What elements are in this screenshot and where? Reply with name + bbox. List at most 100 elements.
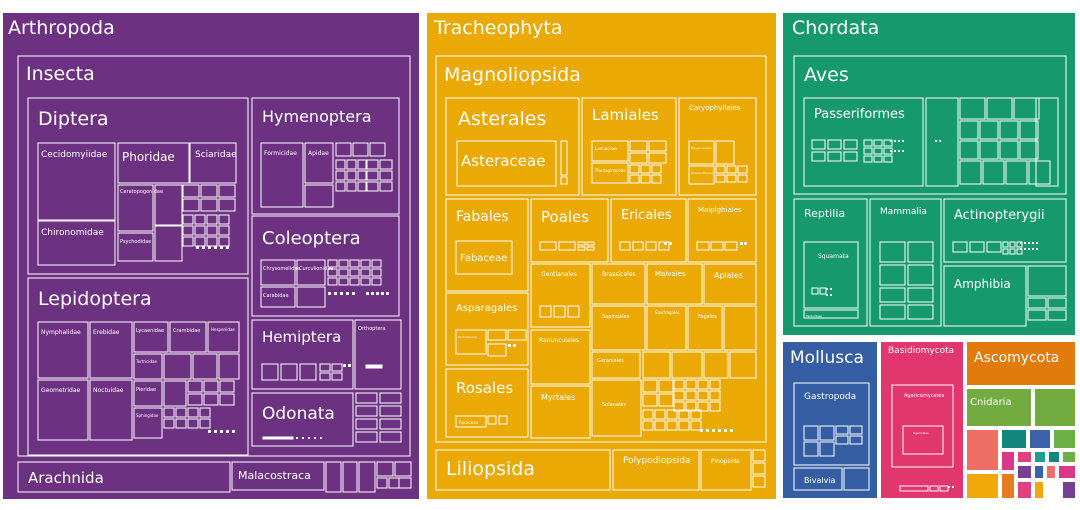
small-tile[interactable] bbox=[873, 139, 883, 147]
small-tile[interactable] bbox=[899, 485, 929, 492]
small-tile[interactable] bbox=[163, 418, 175, 429]
small-tile[interactable] bbox=[379, 418, 402, 430]
small-tile[interactable] bbox=[986, 97, 1013, 120]
small-tile[interactable] bbox=[811, 139, 826, 150]
small-tile[interactable] bbox=[1000, 450, 1016, 472]
small-tile[interactable] bbox=[327, 277, 338, 286]
small-tile[interactable] bbox=[965, 428, 1000, 472]
small-tile[interactable] bbox=[218, 236, 230, 247]
small-tile[interactable] bbox=[709, 390, 721, 401]
tiny-tile[interactable] bbox=[898, 150, 900, 152]
hesperiidae-tile[interactable] bbox=[207, 321, 240, 353]
tiny-tile[interactable] bbox=[718, 429, 721, 432]
insecta-tile[interactable] bbox=[17, 55, 411, 457]
small-tile[interactable] bbox=[986, 241, 1002, 253]
small-tile[interactable] bbox=[658, 393, 674, 407]
saxifragales-tile[interactable] bbox=[646, 305, 687, 351]
small-tile[interactable] bbox=[969, 241, 985, 253]
small-tile[interactable] bbox=[632, 241, 644, 251]
small-tile[interactable] bbox=[873, 155, 883, 163]
asterales-tile[interactable] bbox=[445, 97, 580, 196]
small-tile[interactable] bbox=[338, 268, 349, 277]
small-tile[interactable] bbox=[558, 241, 576, 251]
small-tile[interactable] bbox=[1045, 464, 1057, 480]
small-tile[interactable] bbox=[715, 140, 735, 165]
ericales-tile[interactable] bbox=[610, 198, 687, 263]
tiny-tile[interactable] bbox=[296, 437, 298, 439]
aves-tile[interactable] bbox=[793, 55, 1067, 195]
small-tile[interactable] bbox=[697, 390, 709, 401]
tiny-tile[interactable] bbox=[262, 436, 294, 440]
small-tile[interactable] bbox=[883, 139, 893, 147]
small-tile[interactable] bbox=[959, 140, 979, 160]
small-tile[interactable] bbox=[1009, 248, 1016, 255]
tiny-tile[interactable] bbox=[744, 242, 747, 245]
small-tile[interactable] bbox=[1047, 309, 1067, 321]
small-tile[interactable] bbox=[335, 170, 346, 181]
small-tile[interactable] bbox=[666, 409, 678, 420]
small-tile[interactable] bbox=[539, 305, 552, 318]
small-tile[interactable] bbox=[371, 259, 382, 268]
hemiptera-tile[interactable] bbox=[251, 319, 354, 390]
small-tile[interactable] bbox=[879, 304, 906, 320]
small-tile[interactable] bbox=[959, 120, 979, 140]
small-tile[interactable] bbox=[629, 152, 648, 164]
small-tile[interactable] bbox=[925, 97, 959, 187]
gentianales-tile[interactable] bbox=[530, 263, 591, 328]
small-tile[interactable] bbox=[182, 225, 194, 236]
small-tile[interactable] bbox=[673, 379, 685, 390]
small-tile[interactable] bbox=[1013, 97, 1040, 120]
tiny-tile[interactable] bbox=[328, 292, 331, 295]
tiny-tile[interactable] bbox=[740, 242, 743, 245]
small-tile[interactable] bbox=[1027, 265, 1067, 297]
squamata-tile[interactable] bbox=[803, 241, 859, 309]
small-tile[interactable] bbox=[724, 241, 738, 251]
lepidoptera-tile[interactable] bbox=[27, 277, 249, 456]
fagales-tile[interactable] bbox=[687, 305, 723, 351]
small-tile[interactable] bbox=[709, 401, 721, 412]
small-tile[interactable] bbox=[1047, 297, 1067, 309]
small-tile[interactable] bbox=[729, 351, 757, 379]
tiny-tile[interactable] bbox=[948, 486, 950, 488]
small-tile[interactable] bbox=[654, 409, 666, 420]
small-tile[interactable] bbox=[673, 390, 685, 401]
rosales-tile[interactable] bbox=[445, 368, 529, 438]
liliopsida-tile[interactable] bbox=[435, 449, 611, 491]
small-tile[interactable] bbox=[879, 287, 906, 303]
small-tile[interactable] bbox=[355, 431, 378, 443]
small-tile[interactable] bbox=[319, 372, 331, 381]
amphibia-tile[interactable] bbox=[943, 265, 1027, 327]
small-tile[interactable] bbox=[487, 329, 507, 341]
small-tile[interactable] bbox=[1002, 241, 1009, 248]
small-tile[interactable] bbox=[327, 268, 338, 277]
nymphalidae-tile[interactable] bbox=[37, 321, 89, 379]
cnidaria-tile[interactable] bbox=[965, 387, 1033, 428]
tiny-tile[interactable] bbox=[826, 288, 828, 290]
small-tile[interactable] bbox=[651, 164, 662, 174]
small-tile[interactable] bbox=[642, 351, 671, 379]
small-tile[interactable] bbox=[1033, 450, 1047, 464]
small-tile[interactable] bbox=[710, 241, 724, 251]
small-tile[interactable] bbox=[319, 363, 331, 372]
small-tile[interactable] bbox=[335, 159, 346, 170]
tiny-tile[interactable] bbox=[386, 292, 389, 295]
small-tile[interactable] bbox=[371, 277, 382, 286]
diptera-tile[interactable] bbox=[27, 97, 249, 275]
small-tile[interactable] bbox=[349, 259, 360, 268]
small-tile[interactable] bbox=[1016, 480, 1033, 500]
odonata-tile[interactable] bbox=[251, 392, 354, 447]
small-tile[interactable] bbox=[1061, 480, 1077, 500]
small-tile[interactable] bbox=[666, 420, 678, 431]
lamiales-tile[interactable] bbox=[581, 97, 677, 196]
tiny-tile[interactable] bbox=[724, 429, 727, 432]
chordata-tile[interactable] bbox=[781, 11, 1077, 337]
small-tile[interactable] bbox=[1002, 248, 1009, 255]
caryophyllales-tile[interactable] bbox=[678, 97, 757, 196]
tiny-tile[interactable] bbox=[208, 246, 211, 249]
small-tile[interactable] bbox=[629, 164, 640, 174]
small-tile[interactable] bbox=[187, 393, 203, 406]
sciaridae-tile[interactable] bbox=[189, 142, 237, 184]
small-tile[interactable] bbox=[658, 379, 674, 393]
small-tile[interactable] bbox=[369, 142, 386, 157]
small-tile[interactable] bbox=[879, 264, 906, 286]
